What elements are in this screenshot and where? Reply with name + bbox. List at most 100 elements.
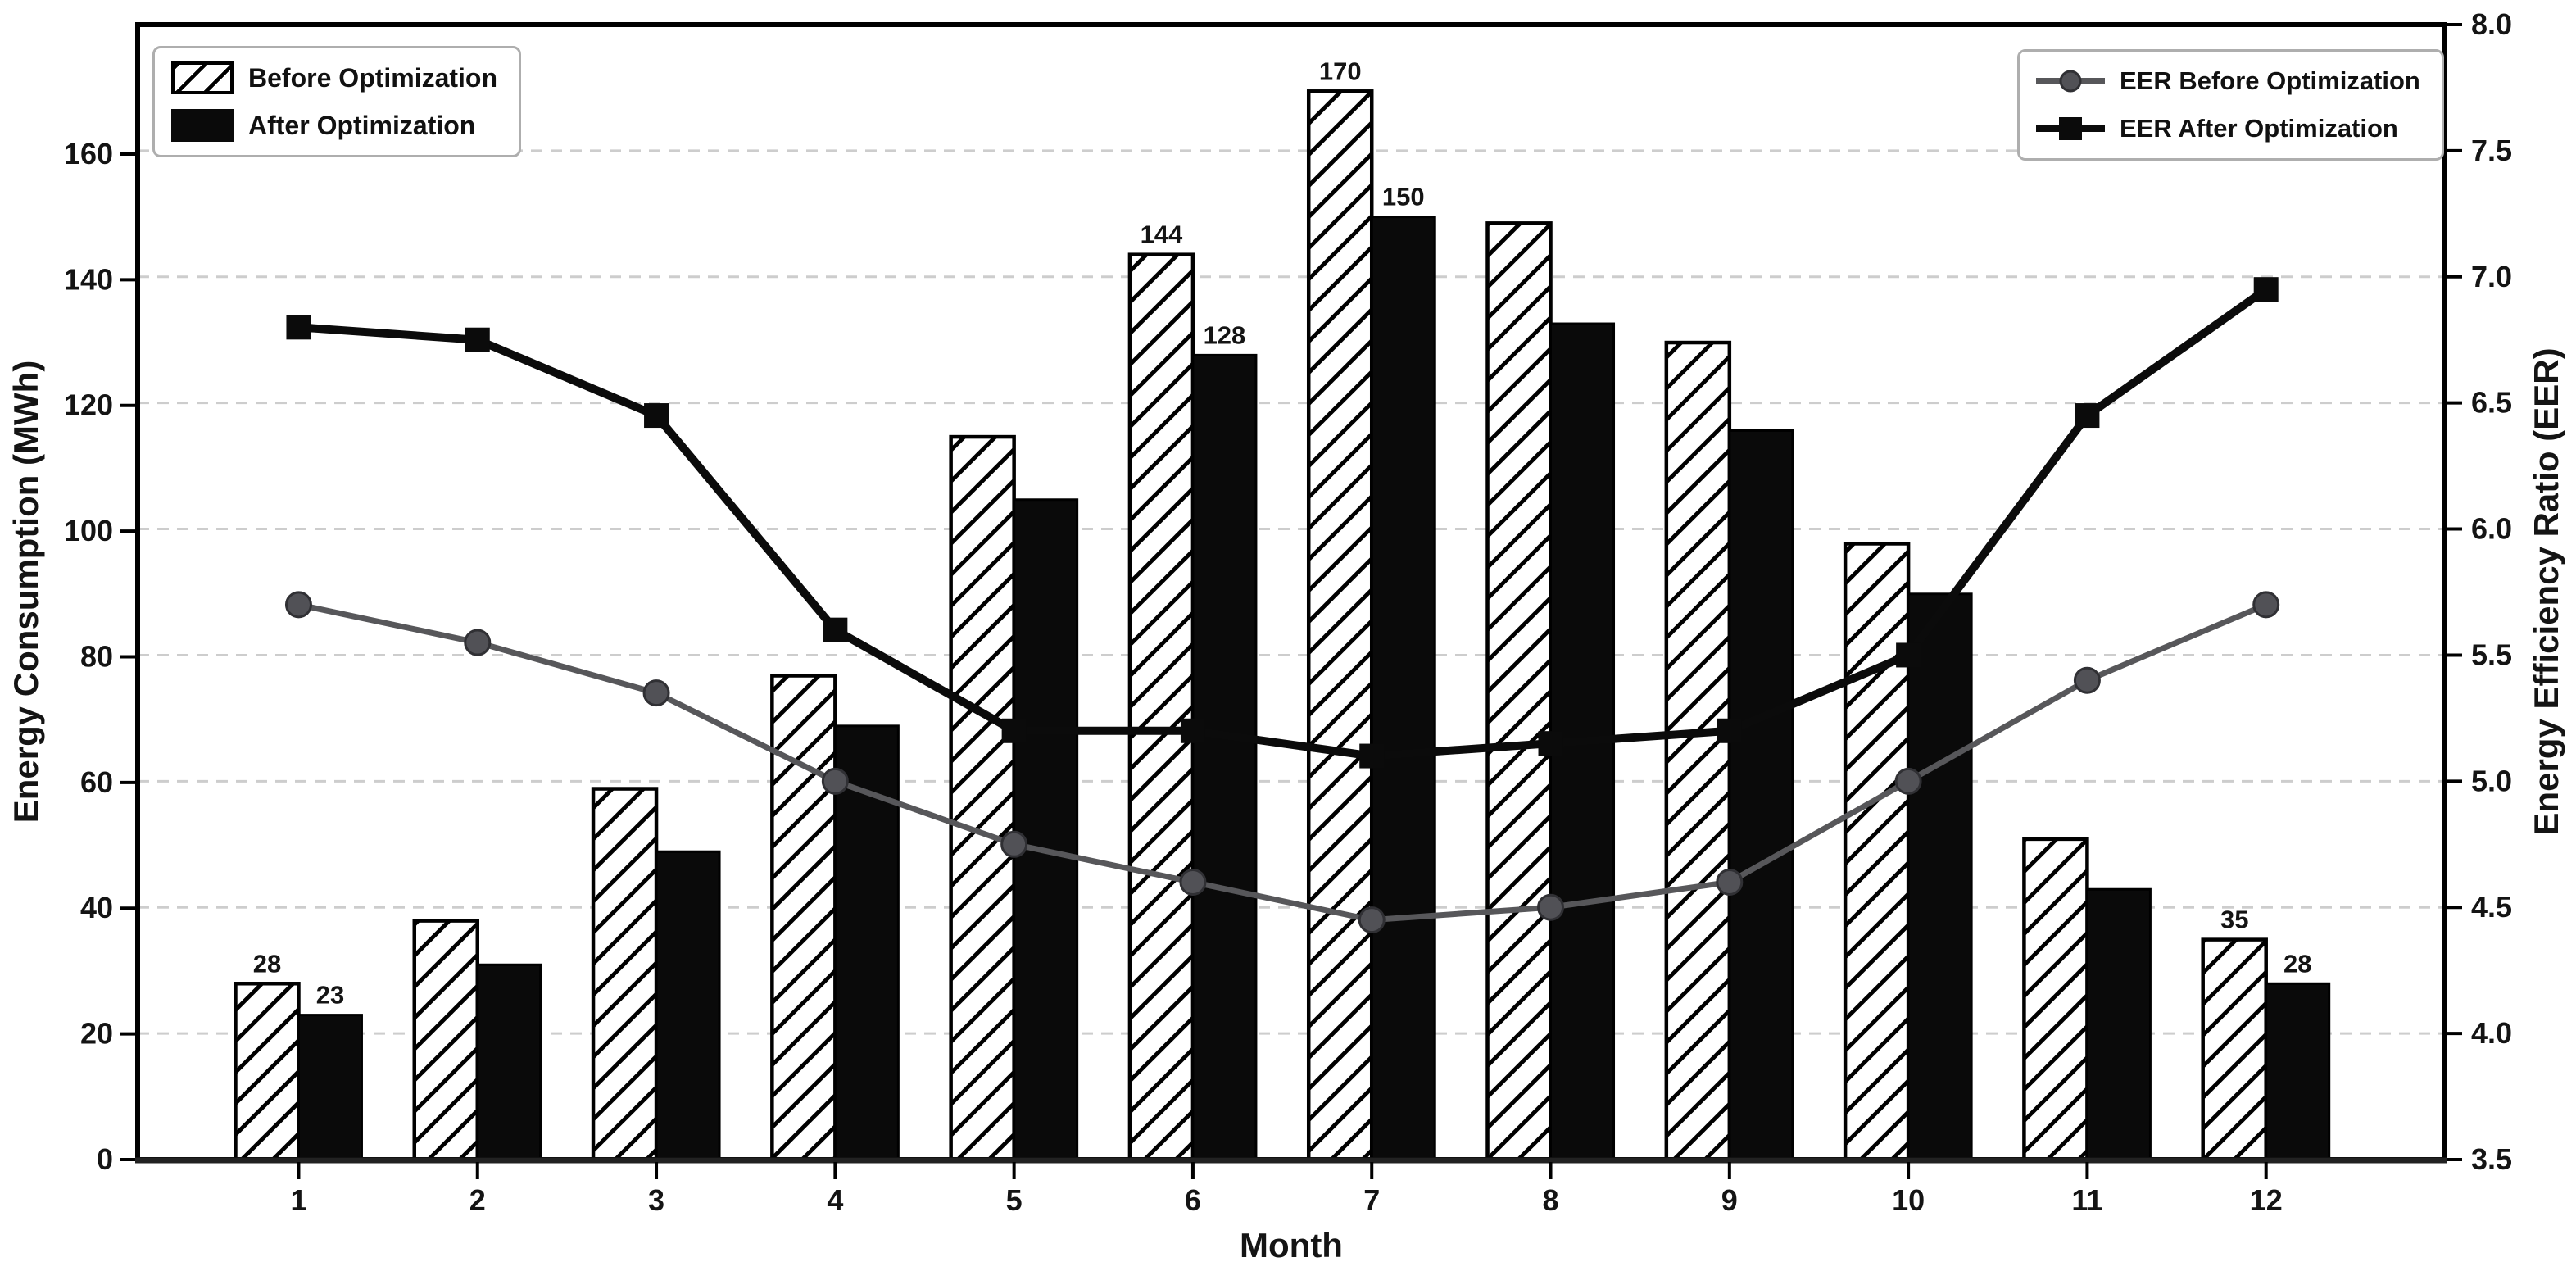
- bar-after-month-6: [1191, 353, 1258, 1161]
- left-axis-title: Energy Consumption (MWh): [7, 361, 45, 824]
- bar-value-label-after-month-6: 128: [1204, 320, 1246, 349]
- bar-after-month-2: [476, 963, 542, 1161]
- right-tick-label-5: 5.0: [2471, 764, 2512, 797]
- eer-after-point-month-5: [1001, 718, 1027, 743]
- eer-before-point-month-1: [284, 591, 312, 619]
- x-tick-label-3: 3: [648, 1183, 664, 1217]
- eer-before-point-month-8: [1537, 893, 1565, 921]
- bar-after-month-5: [1013, 498, 1079, 1161]
- x-tick-label-4: 4: [827, 1183, 843, 1217]
- bar-after-month-7: [1370, 216, 1436, 1161]
- bar-after-month-3: [655, 850, 721, 1161]
- x-tick-label-10: 10: [1892, 1183, 1925, 1217]
- bar-after-month-1: [297, 1014, 363, 1161]
- eer-after-point-month-7: [1359, 743, 1385, 769]
- legend-lines: EER Before Optimization EER After Optimi…: [2017, 49, 2444, 161]
- eer-before-point-month-12: [2252, 591, 2280, 619]
- left-tick-label-40: 40: [80, 891, 113, 924]
- right-axis-title: Energy Efficiency Ratio (EER): [2527, 347, 2565, 835]
- eer-after-line: [298, 286, 2269, 760]
- right-tick-label-5.5: 5.5: [2471, 638, 2512, 671]
- legend-label: EER Before Optimization: [2120, 66, 2420, 95]
- left-tick-label-100: 100: [64, 514, 113, 547]
- x-tick-label-2: 2: [469, 1183, 486, 1217]
- legend-label: After Optimization: [248, 110, 476, 140]
- left-tick-label-0: 0: [97, 1142, 113, 1176]
- eer-after-point-month-6: [1180, 718, 1205, 743]
- eer-after-point-month-10: [1896, 642, 1921, 668]
- solid-bar-swatch-icon: [171, 109, 234, 142]
- eer-before-point-month-6: [1179, 868, 1207, 896]
- right-tick-label-4.5: 4.5: [2471, 890, 2512, 924]
- legend-item-after-optimization: After Optimization: [171, 109, 497, 142]
- bar-before-month-4: [770, 674, 837, 1162]
- right-tick-label-7: 7.0: [2471, 260, 2512, 293]
- bar-before-month-5: [949, 434, 1016, 1162]
- black-line-square-swatch-icon: [2036, 112, 2105, 145]
- bar-before-month-9: [1664, 340, 1732, 1162]
- right-tick-label-6.5: 6.5: [2471, 386, 2512, 420]
- gray-line-circle-swatch-icon: [2036, 65, 2105, 98]
- bar-before-month-12: [2201, 937, 2268, 1162]
- bar-value-label-before-month-12: 35: [2220, 906, 2248, 934]
- bar-before-month-7: [1306, 89, 1374, 1162]
- left-tick-label-120: 120: [64, 388, 113, 422]
- x-tick-label-12: 12: [2250, 1183, 2283, 1217]
- legend-bars: Before Optimization After Optimization: [152, 46, 522, 157]
- bar-before-month-1: [234, 982, 301, 1162]
- eer-before-point-month-11: [2073, 666, 2101, 694]
- hatched-bar-swatch-icon: [171, 61, 234, 94]
- left-tick-label-20: 20: [80, 1017, 113, 1051]
- right-tick-label-7.5: 7.5: [2471, 134, 2512, 167]
- bar-before-month-2: [412, 919, 480, 1162]
- x-tick-label-6: 6: [1185, 1183, 1201, 1217]
- bar-value-label-before-month-7: 170: [1319, 57, 1362, 85]
- eer-before-point-month-3: [642, 679, 670, 707]
- x-tick-label-5: 5: [1006, 1183, 1023, 1217]
- right-tick-label-4: 4.0: [2471, 1016, 2512, 1050]
- legend-label: Before Optimization: [248, 62, 498, 93]
- eer-after-point-month-12: [2253, 277, 2279, 302]
- bar-before-month-8: [1485, 221, 1553, 1162]
- eer-before-point-month-2: [464, 629, 492, 656]
- eer-after-point-month-2: [465, 327, 490, 352]
- right-tick-label-8: 8.0: [2471, 7, 2512, 41]
- bar-value-label-before-month-1: 28: [253, 949, 281, 978]
- bar-after-month-11: [2085, 887, 2152, 1161]
- right-tick-label-3.5: 3.5: [2471, 1142, 2512, 1176]
- eer-before-point-month-7: [1358, 906, 1386, 934]
- legend-item-before-optimization: Before Optimization: [171, 61, 497, 94]
- bar-before-month-11: [2022, 837, 2089, 1162]
- bar-after-month-9: [1728, 429, 1794, 1161]
- left-tick-label-60: 60: [80, 765, 113, 799]
- eer-after-point-month-4: [823, 617, 848, 642]
- x-tick-label-1: 1: [290, 1183, 306, 1217]
- eer-after-point-month-11: [2075, 403, 2100, 429]
- legend-item-eer-after: EER After Optimization: [2036, 112, 2420, 145]
- bar-after-month-10: [1907, 592, 1973, 1161]
- bar-before-month-3: [591, 787, 659, 1162]
- eer-after-point-month-3: [644, 403, 669, 429]
- eer-before-point-month-9: [1716, 868, 1744, 896]
- bar-value-label-after-month-7: 150: [1382, 183, 1425, 211]
- bar-after-month-12: [2265, 982, 2331, 1161]
- bar-value-label-after-month-1: 23: [316, 981, 344, 1010]
- eer-before-line: [297, 601, 2268, 924]
- legend-label: EER After Optimization: [2120, 114, 2398, 143]
- left-tick-label-80: 80: [80, 639, 113, 673]
- x-axis-title: Month: [1240, 1226, 1343, 1264]
- x-tick-label-8: 8: [1543, 1183, 1559, 1217]
- eer-before-point-month-10: [1894, 767, 1922, 795]
- bar-value-label-after-month-12: 28: [2283, 949, 2311, 978]
- left-tick-label-140: 140: [64, 262, 113, 296]
- bar-before-month-6: [1127, 252, 1195, 1162]
- x-tick-label-9: 9: [1721, 1183, 1738, 1217]
- left-tick-label-160: 160: [64, 137, 113, 170]
- eer-after-point-month-1: [286, 315, 311, 340]
- x-tick-label-7: 7: [1363, 1183, 1380, 1217]
- eer-before-point-month-5: [1000, 830, 1028, 858]
- eer-before-point-month-4: [821, 767, 849, 795]
- right-tick-label-6: 6.0: [2471, 512, 2512, 546]
